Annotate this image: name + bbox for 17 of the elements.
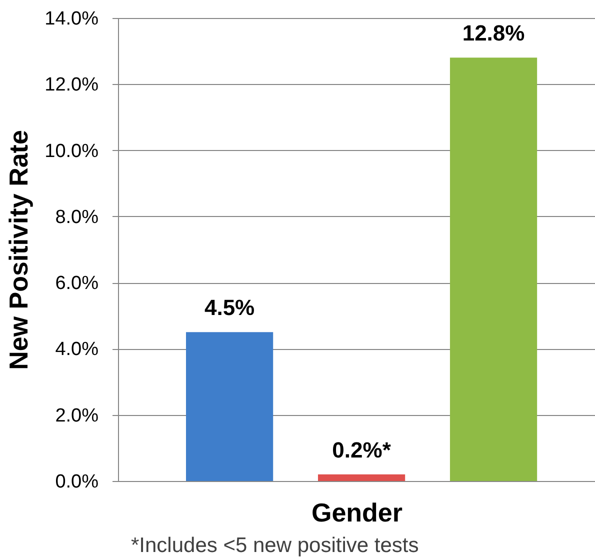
y-tick-label: 2.0% xyxy=(55,405,99,426)
y-tick-label: 6.0% xyxy=(55,273,99,294)
text: *Includes <5 new positive tests xyxy=(131,534,419,557)
bar xyxy=(450,58,538,481)
y-tick-label: 10.0% xyxy=(44,140,99,162)
bar xyxy=(318,474,406,481)
data-label: 0.2%* xyxy=(332,437,392,462)
y-tick-label: 0.0% xyxy=(55,472,99,492)
bar xyxy=(186,332,274,481)
y-axis-title: New Positivity Rate xyxy=(4,130,34,370)
x-axis-title: Gender xyxy=(311,498,403,528)
data-label: 12.8% xyxy=(462,20,525,46)
y-tick-label: 12.0% xyxy=(44,74,99,96)
y-tick-label: 8.0% xyxy=(55,206,99,228)
y-tick-label: 4.0% xyxy=(55,339,99,360)
y-tick-label: 14.0% xyxy=(44,8,99,30)
data-label: 4.5% xyxy=(204,295,255,320)
